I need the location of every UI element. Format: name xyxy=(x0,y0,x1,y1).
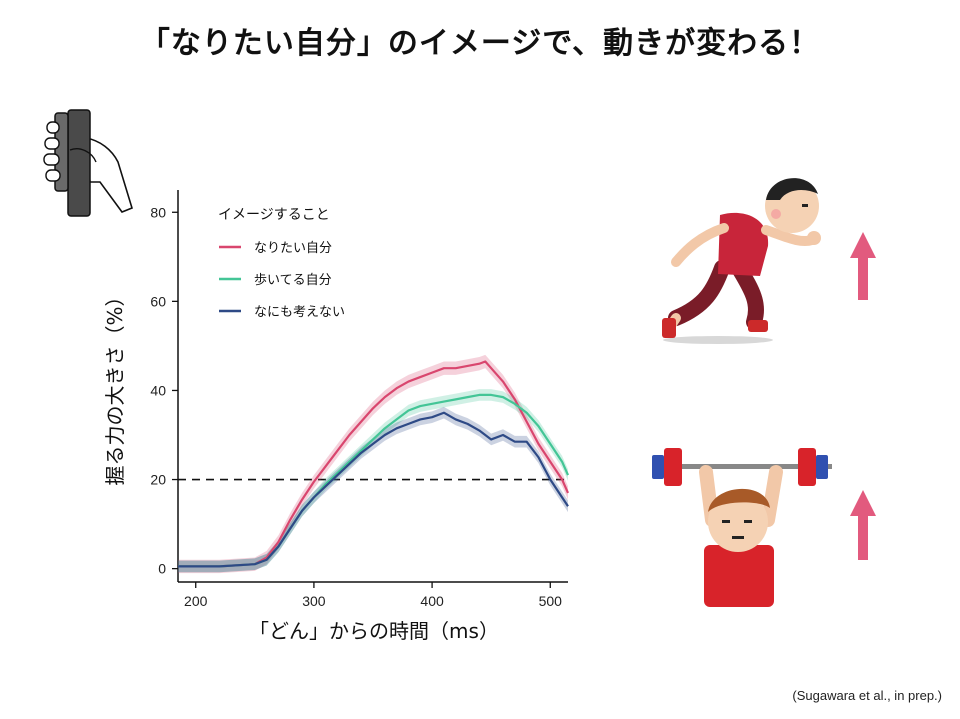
citation: (Sugawara et al., in prep.) xyxy=(792,688,942,703)
legend-entry: なにも考えない xyxy=(254,305,345,320)
series-band-1 xyxy=(178,389,568,573)
x-ticks: 200 300 400 500 xyxy=(184,582,562,609)
y-tick-label: 0 xyxy=(158,561,166,577)
legend-title: イメージすること xyxy=(218,207,330,223)
y-tick-label: 20 xyxy=(150,472,166,488)
x-tick-label: 300 xyxy=(302,593,326,609)
series-band-0 xyxy=(178,354,568,574)
legend-entry: なりたい自分 xyxy=(254,241,332,256)
confidence-bands xyxy=(178,354,568,574)
series-line-2 xyxy=(178,411,569,568)
slide-title: 「なりたい自分」のイメージで、動きが変わる！ xyxy=(139,26,821,61)
weightlifter-icon xyxy=(652,448,832,607)
x-tick-label: 500 xyxy=(539,593,563,609)
series-line-0 xyxy=(178,360,570,568)
y-tick-label: 80 xyxy=(150,204,166,220)
y-tick-label: 40 xyxy=(150,382,166,398)
y-axis-title: 握る力の大きさ（%） xyxy=(103,286,127,485)
x-axis-title: 「どん」からの時間（ms） xyxy=(249,619,499,643)
series-line-1 xyxy=(178,393,570,568)
up-arrow-icon xyxy=(850,232,876,560)
legend-entry: 歩いてる自分 xyxy=(254,273,332,288)
series-band-2 xyxy=(178,406,568,573)
x-tick-label: 200 xyxy=(184,593,208,609)
running-athlete-icon xyxy=(662,178,821,344)
hand-grip-dynamometer-icon xyxy=(43,109,133,217)
y-ticks: 0 20 40 60 80 xyxy=(150,204,178,577)
x-tick-label: 400 xyxy=(420,593,444,609)
series-lines xyxy=(178,360,570,568)
y-tick-label: 60 xyxy=(150,293,166,309)
